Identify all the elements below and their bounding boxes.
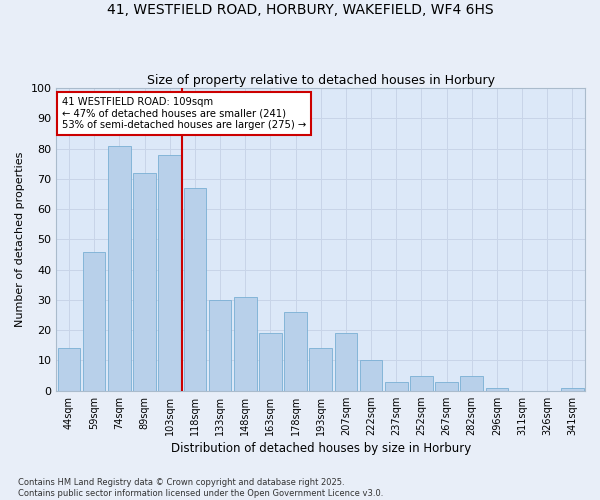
Text: 41 WESTFIELD ROAD: 109sqm
← 47% of detached houses are smaller (241)
53% of semi: 41 WESTFIELD ROAD: 109sqm ← 47% of detac… xyxy=(62,97,306,130)
Y-axis label: Number of detached properties: Number of detached properties xyxy=(15,152,25,327)
Bar xyxy=(234,297,257,390)
Bar xyxy=(360,360,382,390)
Bar xyxy=(435,382,458,390)
Bar xyxy=(410,376,433,390)
Bar xyxy=(310,348,332,391)
Bar xyxy=(209,300,232,390)
Bar xyxy=(385,382,407,390)
Bar xyxy=(284,312,307,390)
Text: Contains HM Land Registry data © Crown copyright and database right 2025.
Contai: Contains HM Land Registry data © Crown c… xyxy=(18,478,383,498)
X-axis label: Distribution of detached houses by size in Horbury: Distribution of detached houses by size … xyxy=(170,442,471,455)
Bar xyxy=(485,388,508,390)
Bar xyxy=(259,333,281,390)
Bar xyxy=(335,333,357,390)
Bar xyxy=(561,388,584,390)
Text: 41, WESTFIELD ROAD, HORBURY, WAKEFIELD, WF4 6HS: 41, WESTFIELD ROAD, HORBURY, WAKEFIELD, … xyxy=(107,2,493,16)
Bar xyxy=(184,188,206,390)
Bar xyxy=(58,348,80,391)
Bar xyxy=(158,154,181,390)
Bar xyxy=(133,173,156,390)
Bar xyxy=(108,146,131,390)
Title: Size of property relative to detached houses in Horbury: Size of property relative to detached ho… xyxy=(147,74,495,87)
Bar xyxy=(83,252,106,390)
Bar xyxy=(460,376,483,390)
